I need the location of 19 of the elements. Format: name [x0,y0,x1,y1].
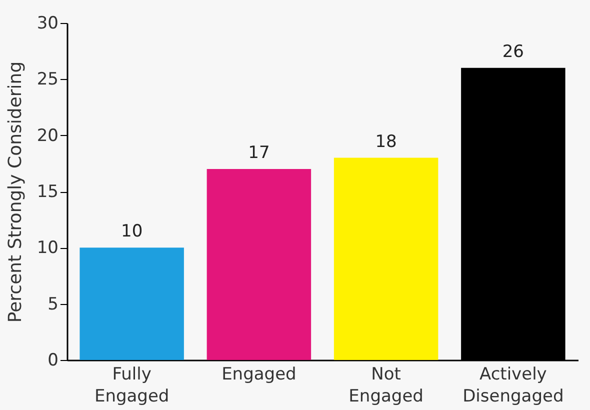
y-tick-label: 5 [48,294,58,314]
x-tick-label: Engaged [222,364,296,384]
y-tick-label: 30 [36,14,58,34]
bar [206,169,312,360]
x-tick-label: Not Engaged [348,364,424,406]
y-tick-label: 10 [36,238,58,258]
x-tick-label: Actively Disengaged [462,364,564,406]
x-tick-label: Fully Engaged [94,364,170,406]
data-label: 10 [121,222,143,242]
y-axis-title: Percent Strongly Considering [4,61,26,323]
y-tick-label: 0 [48,350,58,370]
y-tick-label: 25 [36,70,58,90]
y-tick-label: 20 [36,126,58,146]
data-label: 17 [248,143,270,164]
y-tick-label: 15 [36,182,58,202]
data-label: 18 [375,132,397,152]
bar [80,248,184,360]
bar [334,158,438,360]
data-label: 26 [502,42,524,62]
